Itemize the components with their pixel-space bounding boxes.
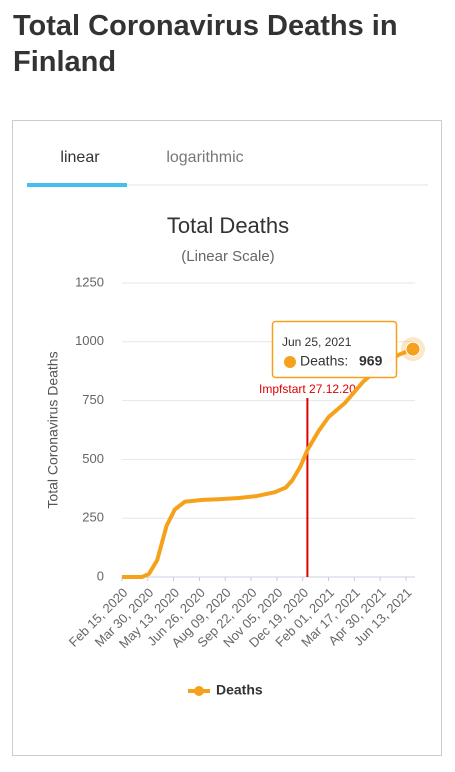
chart-title: Total Deaths (167, 213, 289, 238)
y-tick-label: 500 (82, 451, 104, 466)
annotation-label: Impfstart 27.12.20 (259, 382, 356, 396)
chart-subtitle: (Linear Scale) (181, 248, 274, 265)
tooltip-date: Jun 25, 2021 (282, 335, 352, 349)
series-line (122, 347, 414, 579)
y-tick-label: 0 (97, 568, 104, 583)
y-tick-label: 1000 (75, 333, 104, 348)
y-tick-label: 750 (82, 392, 104, 407)
tooltip-marker (284, 356, 296, 368)
y-axis-label: Total Coronavirus Deaths (45, 351, 61, 508)
tab-logarithmic[interactable]: logarithmic (166, 149, 243, 166)
tooltip-box (271, 320, 398, 379)
y-tick-label: 250 (82, 510, 104, 525)
tab-linear[interactable]: linear (60, 149, 100, 166)
page-title: Total Coronavirus Deaths in Finland (13, 10, 398, 78)
y-tick-label: 1250 (75, 274, 104, 289)
legend-label[interactable]: Deaths (216, 682, 263, 698)
tooltip-label: Deaths: (300, 353, 348, 369)
tooltip-value: 969 (359, 353, 383, 369)
card (12, 120, 442, 756)
legend-marker (194, 686, 204, 696)
highlight-point (405, 341, 421, 357)
tab-underline (27, 183, 127, 187)
